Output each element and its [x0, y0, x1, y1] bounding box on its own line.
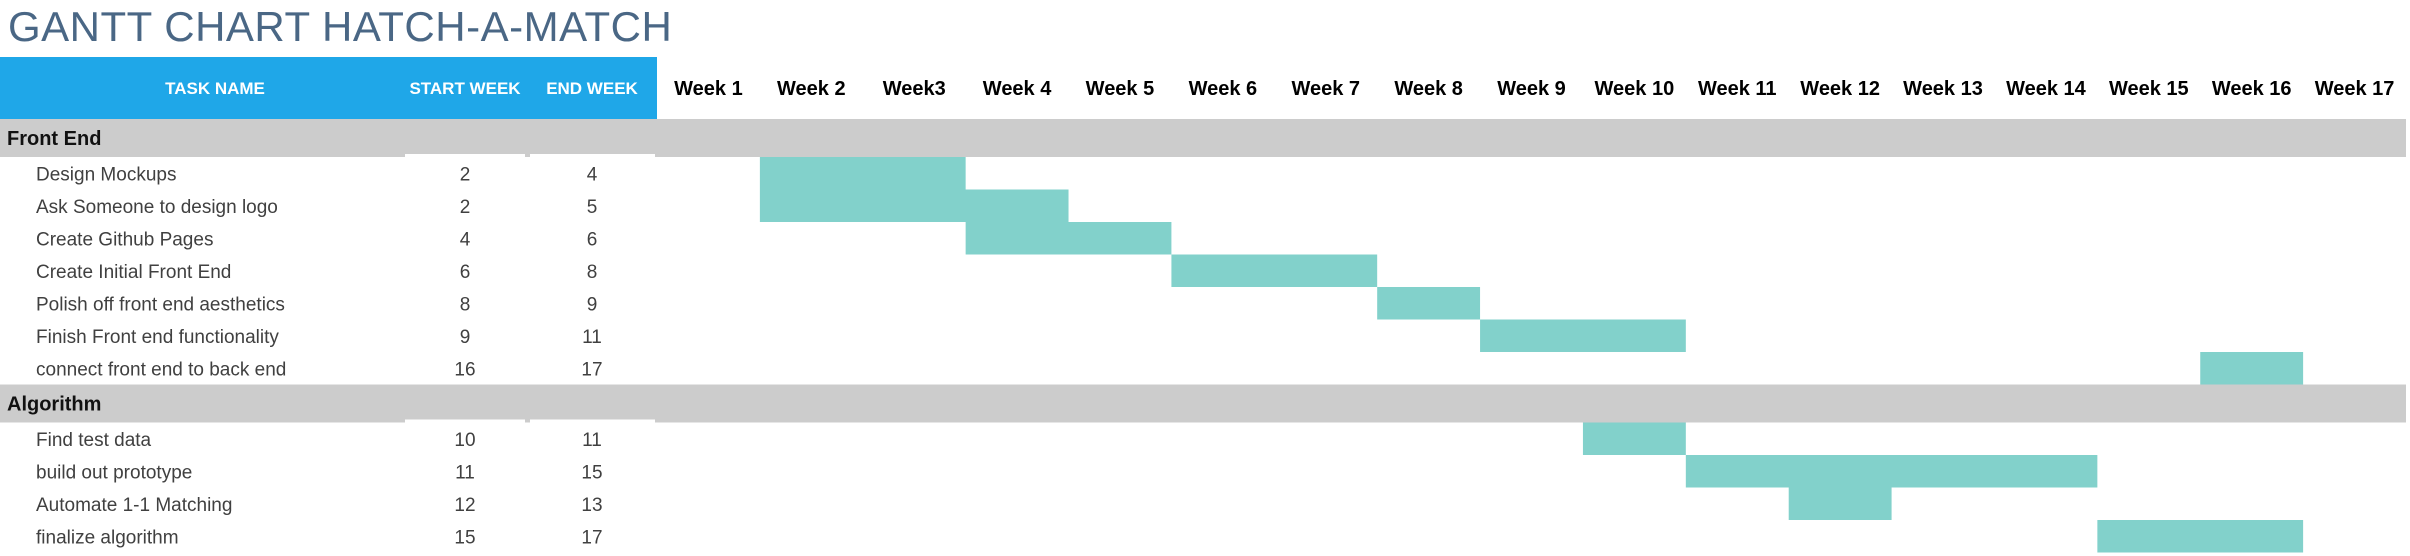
week-header: Week 17: [2315, 78, 2395, 100]
task-end-week: 4: [587, 164, 598, 185]
week-header: Week 11: [1698, 78, 1777, 100]
task-bar: [1582, 422, 1686, 455]
task-end-week: 5: [587, 197, 598, 218]
week-header: Week 6: [1189, 78, 1258, 100]
task-start-week: 4: [460, 229, 471, 250]
week-header: Week 8: [1394, 78, 1463, 100]
section-band: [0, 119, 2406, 157]
task-end-week: 9: [587, 294, 598, 315]
task-name-header: TASK NAME: [165, 79, 265, 98]
week-header: Week 12: [1800, 78, 1880, 100]
task-end-week: 6: [587, 229, 598, 250]
task-bar: [1788, 487, 1892, 520]
week-header: Week 1: [674, 78, 743, 100]
task-end-week: 15: [581, 462, 602, 483]
task-start-week: 10: [454, 430, 475, 451]
task-end-week: 13: [581, 495, 602, 516]
start-week-header: START WEEK: [409, 79, 521, 98]
task-bar: [759, 157, 966, 190]
task-name: Find test data: [36, 430, 152, 451]
task-end-week: 8: [587, 262, 598, 283]
cell-separator: [530, 419, 655, 423]
task-start-week: 2: [460, 164, 471, 185]
cell-separator: [405, 419, 525, 423]
section-label: Algorithm: [7, 394, 101, 416]
task-start-week: 16: [454, 359, 475, 380]
cell-separator: [405, 154, 525, 157]
task-name: Polish off front end aesthetics: [36, 294, 285, 315]
week-header: Week 10: [1595, 78, 1675, 100]
task-bar: [1171, 254, 1378, 287]
cell-separator: [530, 154, 655, 157]
task-name: connect front end to back end: [36, 359, 286, 380]
header-background: [0, 57, 657, 119]
week-header: Week 15: [2109, 78, 2189, 100]
week-header: Week 5: [1086, 78, 1155, 100]
week-header: Week 7: [1291, 78, 1360, 100]
task-bar: [759, 189, 1069, 222]
task-name: Create Github Pages: [36, 229, 213, 250]
week-header: Week 16: [2212, 78, 2292, 100]
task-name: finalize algorithm: [36, 527, 179, 548]
week-header: Week3: [883, 78, 946, 100]
task-bar: [2097, 520, 2304, 553]
task-start-week: 8: [460, 294, 471, 315]
section-band: [0, 384, 2406, 423]
week-header: Week 2: [777, 78, 846, 100]
task-name: Ask Someone to design logo: [36, 197, 278, 218]
task-start-week: 15: [454, 527, 475, 548]
task-bar: [1480, 319, 1686, 352]
task-bar: [1377, 287, 1481, 320]
week-header: Week 4: [983, 78, 1052, 100]
task-start-week: 6: [460, 262, 471, 283]
week-header: Week 13: [1903, 78, 1983, 100]
task-name: Create Initial Front End: [36, 262, 231, 283]
task-end-week: 17: [581, 359, 602, 380]
week-header: Week 9: [1497, 78, 1566, 100]
task-start-week: 11: [455, 462, 475, 483]
task-name: Automate 1-1 Matching: [36, 495, 232, 516]
task-start-week: 12: [454, 495, 475, 516]
task-name: build out prototype: [36, 462, 192, 483]
task-bar: [2200, 352, 2304, 385]
task-name: Finish Front end functionality: [36, 327, 279, 348]
task-end-week: 17: [581, 527, 602, 548]
week-header: Week 14: [2006, 78, 2087, 100]
task-start-week: 9: [460, 327, 471, 348]
task-bar: [965, 222, 1172, 255]
task-name: Design Mockups: [36, 164, 176, 185]
section-label: Front End: [7, 128, 101, 150]
end-week-header: END WEEK: [546, 79, 638, 98]
chart-title: GANTT CHART HATCH-A-MATCH: [8, 3, 673, 50]
task-end-week: 11: [582, 430, 602, 451]
task-end-week: 11: [582, 327, 602, 348]
task-bar: [1685, 455, 2098, 488]
task-start-week: 2: [460, 197, 471, 218]
